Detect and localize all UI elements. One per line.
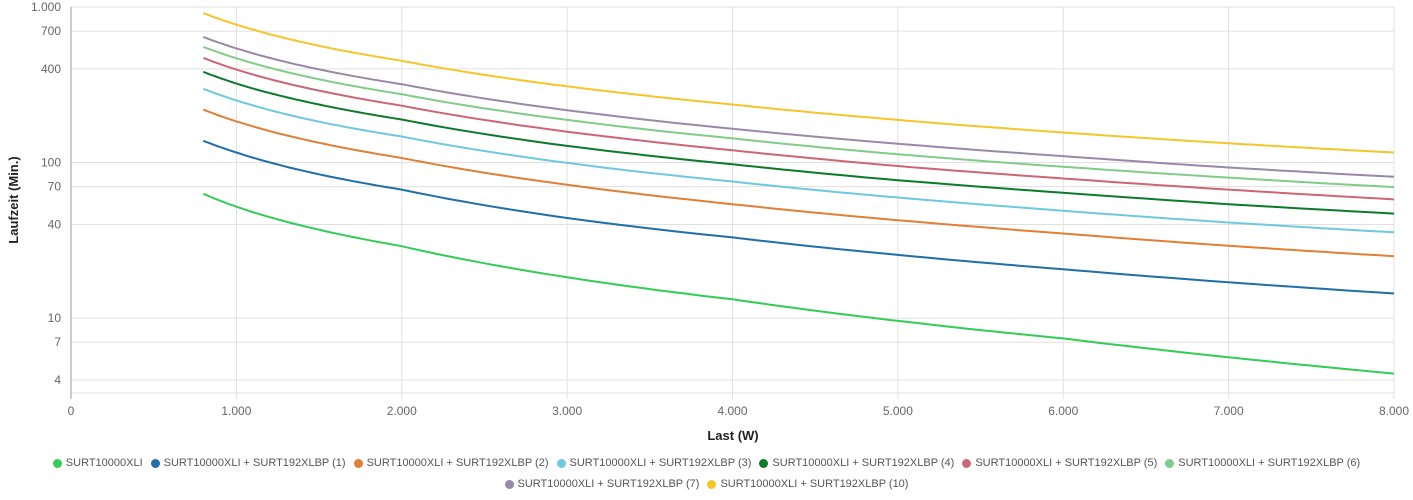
x-tick-label: 6.000 xyxy=(1048,404,1078,418)
series-line-surt10000xli-surt192xlbp-10 xyxy=(202,12,1395,154)
legend-item[interactable]: SURT10000XLI + SURT192XLBP (5) xyxy=(962,453,1157,474)
x-tick-label: 4.000 xyxy=(717,404,747,418)
legend-item[interactable]: SURT10000XLI + SURT192XLBP (4) xyxy=(759,453,954,474)
legend-dot-icon xyxy=(707,480,717,489)
series-lines xyxy=(202,12,1395,375)
series-line-surt10000xli-surt192xlbp-7 xyxy=(202,35,1395,178)
legend-item[interactable]: SURT10000XLI + SURT192XLBP (7) xyxy=(504,474,700,495)
legend-dot-icon xyxy=(353,459,363,468)
legend-label: SURT10000XLI xyxy=(65,457,143,469)
y-tick-label: 10 xyxy=(48,311,62,325)
y-tick-label: 100 xyxy=(41,156,61,170)
legend-dot-icon xyxy=(759,459,769,468)
y-tick-label: 70 xyxy=(48,180,62,194)
legend-item[interactable]: SURT10000XLI + SURT192XLBP (2) xyxy=(353,453,549,474)
y-tick-label: 40 xyxy=(48,217,62,231)
x-tick-label: 2.000 xyxy=(387,404,417,418)
series-line-surt10000xli-surt192xlbp-1 xyxy=(202,139,1395,295)
legend-label: SURT10000XLI + SURT192XLBP (7) xyxy=(517,478,700,490)
legend-dot-icon xyxy=(504,480,514,489)
legend-label: SURT10000XLI + SURT192XLBP (5) xyxy=(975,457,1158,469)
x-tick-label: 3.000 xyxy=(552,404,582,418)
grid-lines xyxy=(70,6,1395,399)
legend-item[interactable]: SURT10000XLI xyxy=(52,453,143,474)
series-line-surt10000xli-surt192xlbp-2 xyxy=(202,108,1395,258)
series-line-surt10000xli-surt192xlbp-4 xyxy=(202,70,1395,215)
y-axis: 4 7 10 40 70 100 400 700 1.000 xyxy=(31,0,61,387)
x-tick-label: 0 xyxy=(68,404,75,418)
legend-item[interactable]: SURT10000XLI + SURT192XLBP (1) xyxy=(150,453,346,474)
x-axis-title: Last (W) xyxy=(707,428,758,443)
legend-item[interactable]: SURT10000XLI + SURT192XLBP (6) xyxy=(1165,453,1360,474)
legend-dot-icon xyxy=(52,459,62,468)
x-axis: 0 1.000 2.000 3.000 4.000 5.000 6.000 7.000 8.00… xyxy=(68,404,1410,418)
legend-dot-icon xyxy=(962,459,972,468)
legend-label: SURT10000XLI + SURT192XLBP (2) xyxy=(366,457,549,469)
legend-row: SURT10000XLI SURT10000XLI + SURT192XLBP (… xyxy=(0,453,1413,474)
y-axis-title: Laufzeit (Min.) xyxy=(6,156,21,243)
legend-dot-icon xyxy=(556,459,566,468)
legend-label: SURT10000XLI + SURT192XLBP (4) xyxy=(772,457,955,469)
x-tick-label: 8.000 xyxy=(1379,404,1409,418)
chart-legend: SURT10000XLI SURT10000XLI + SURT192XLBP (… xyxy=(0,453,1413,495)
x-tick-label: 5.000 xyxy=(883,404,913,418)
y-tick-label: 1.000 xyxy=(31,0,61,14)
y-tick-label: 4 xyxy=(54,373,61,387)
legend-row: SURT10000XLI + SURT192XLBP (7) SURT10000X… xyxy=(0,474,1413,495)
series-line-surt10000xli-surt192xlbp-6 xyxy=(202,45,1395,189)
legend-item[interactable]: SURT10000XLI + SURT192XLBP (3) xyxy=(556,453,752,474)
line-chart: 4 7 10 40 70 100 400 700 1.000 0 1.000 2.000 3.000 4… xyxy=(6,0,1410,443)
y-tick-label: 700 xyxy=(41,24,61,38)
series-line-surt10000xli-surt192xlbp-3 xyxy=(202,87,1395,234)
series-line-surt10000xli-surt192xlbp-5 xyxy=(202,56,1395,201)
y-tick-label: 7 xyxy=(54,335,61,349)
legend-label: SURT10000XLI + SURT192XLBP (1) xyxy=(163,457,346,469)
y-tick-label: 400 xyxy=(41,62,61,76)
legend-dot-icon xyxy=(150,459,160,468)
legend-label: SURT10000XLI + SURT192XLBP (10) xyxy=(720,478,909,490)
legend-label: SURT10000XLI + SURT192XLBP (6) xyxy=(1178,457,1361,469)
series-line-surt10000xli xyxy=(202,192,1395,375)
x-tick-label: 1.000 xyxy=(221,404,251,418)
x-tick-label: 7.000 xyxy=(1214,404,1244,418)
legend-item[interactable]: SURT10000XLI + SURT192XLBP (10) xyxy=(707,474,908,495)
legend-label: SURT10000XLI + SURT192XLBP (3) xyxy=(569,457,752,469)
legend-dot-icon xyxy=(1165,459,1175,468)
